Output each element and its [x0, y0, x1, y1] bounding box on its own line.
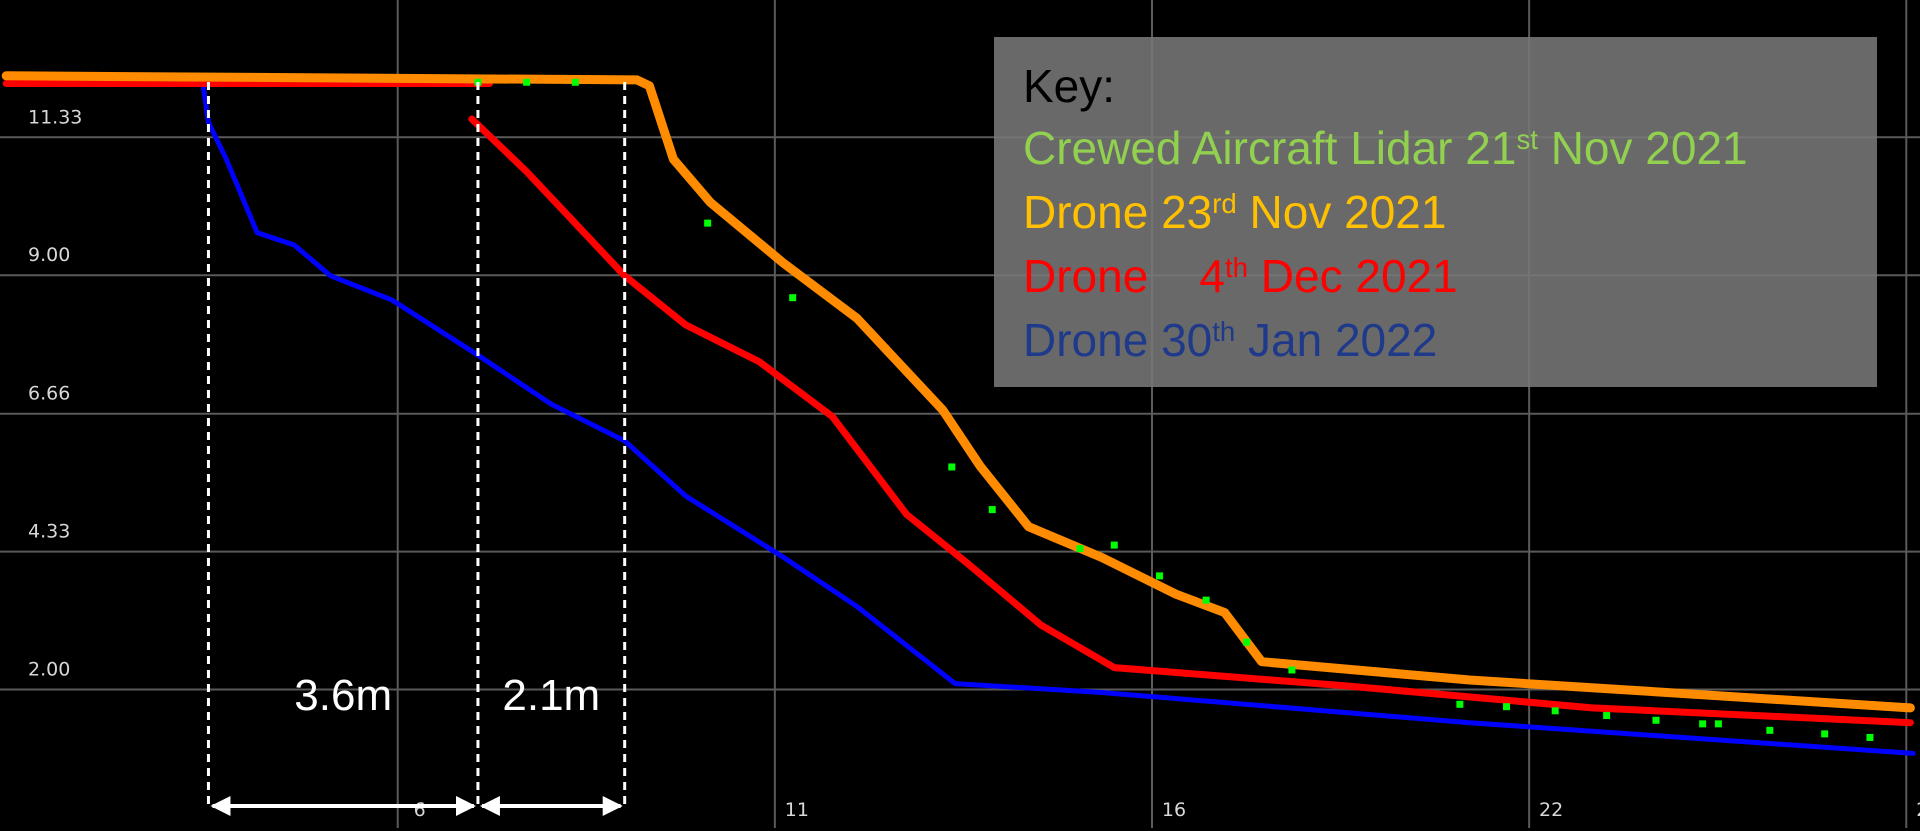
annotation-label: 3.6m [294, 671, 392, 720]
x-tick-label: 16 [1162, 799, 1186, 821]
scatter-point [1110, 541, 1118, 549]
annotation-label: 2.1m [502, 671, 600, 720]
series-line [3, 73, 1916, 756]
scatter-point [1156, 572, 1164, 580]
scatter-point [523, 78, 531, 86]
series-line [2, 80, 1914, 727]
scatter-point [1076, 545, 1084, 553]
scatter-point [1288, 666, 1296, 674]
scatter-point [988, 506, 996, 514]
scatter-point [1652, 716, 1660, 724]
x-tick-label: 22 [1539, 799, 1563, 821]
scatter-point [1866, 733, 1874, 741]
series-line [1, 71, 1915, 713]
legend-label: Drone 30th Jan 2022 [1023, 314, 1437, 366]
scatter-point [1766, 726, 1774, 734]
legend-label: Crewed Aircraft Lidar 21st Nov 2021 [1023, 122, 1748, 174]
scatter-point [571, 78, 579, 86]
x-tick-label: 27 [1916, 799, 1920, 821]
scatter-point [1503, 703, 1511, 711]
scatter-point [1821, 730, 1829, 738]
scatter-point [1699, 720, 1707, 728]
scatter-point [789, 294, 797, 302]
plot [1, 71, 1916, 756]
scatter-point [1714, 720, 1722, 728]
scatter-point [1603, 712, 1611, 720]
annotations: 3.6m 2.1m [206, 82, 627, 816]
x-tick-label: 6 [414, 799, 426, 821]
scatter-point [1456, 700, 1464, 708]
scatter-point [948, 463, 956, 471]
legend-title: Key: [1023, 60, 1115, 112]
legend-label: Drone 23rd Nov 2021 [1023, 186, 1446, 238]
scatter-point [1551, 707, 1559, 715]
legend-box [994, 37, 1877, 387]
scatter-point [1243, 638, 1251, 646]
y-tick-label: 11.33 [28, 106, 82, 128]
y-tick-label: 6.66 [28, 383, 70, 405]
scatter-point [1202, 596, 1210, 604]
y-tick-label: 9.00 [28, 244, 70, 266]
legend: Key: Crewed Aircraft Lidar 21st Nov 2021 D… [994, 37, 1877, 387]
scatter-point [704, 219, 712, 227]
y-tick-label: 2.00 [28, 659, 70, 681]
x-tick-label: 11 [785, 799, 809, 821]
legend-label: Drone 4th Dec 2021 [1023, 250, 1458, 302]
y-tick-label: 4.33 [28, 521, 70, 543]
